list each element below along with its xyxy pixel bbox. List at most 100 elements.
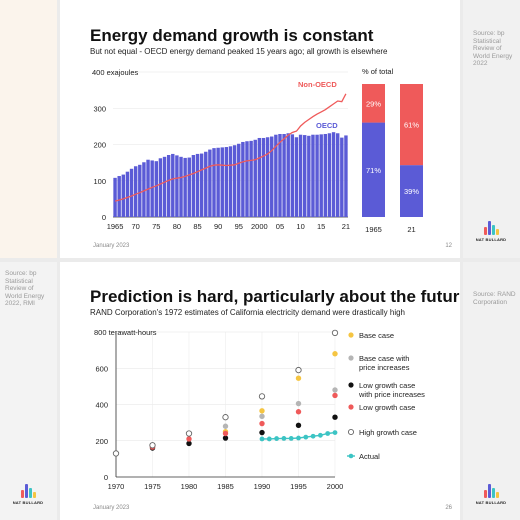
prediction-point	[259, 420, 265, 427]
oecd-bar	[294, 137, 299, 217]
share-chart: % of total 71% 29% 1965 39% 61% 21	[362, 67, 423, 234]
oecd-bar	[270, 136, 274, 217]
oecd-bar	[228, 146, 233, 217]
slide2-page-number: 26	[445, 505, 452, 511]
x-tick-label: 1980	[181, 482, 198, 491]
actual-point	[259, 436, 265, 442]
prediction-point	[295, 422, 302, 429]
oecd-bar	[142, 162, 146, 217]
oecd-bar	[298, 134, 303, 217]
oecd-bar	[199, 153, 204, 217]
oecd-bar	[331, 132, 336, 217]
oecd-bar	[158, 158, 163, 217]
x-tick-label: 80	[173, 222, 181, 231]
oecd-bar	[113, 177, 117, 217]
x-tick-label: 10	[296, 222, 304, 231]
x-tick-label: 70	[132, 222, 140, 231]
actual-point	[266, 436, 272, 442]
x-tick-label: 21	[342, 222, 350, 231]
share-non-oecd-label: 29%	[366, 99, 381, 108]
slide1: Energy demand growth is constant But not…	[60, 0, 460, 258]
x-tick-label: 1975	[144, 482, 161, 491]
oecd-bar	[179, 156, 183, 217]
oecd-bar	[302, 135, 307, 217]
oecd-bar	[150, 160, 154, 217]
slide1-logo: NAT BULLARD	[471, 221, 511, 242]
prediction-point	[295, 366, 302, 374]
legend-label: High growth case	[359, 428, 417, 437]
slide2-left-margin: Source: bp Statistical Review of World E…	[0, 262, 57, 520]
oecd-bar	[133, 166, 138, 217]
logo-bars-icon	[471, 221, 511, 235]
oecd-bar	[232, 145, 237, 217]
slide2-right-margin: Source: RAND Corporation NAT BULLARD	[463, 262, 520, 520]
energy-chart: 0 100 200 300 400 exajoules 1965 70 75 80 85 90 95 2…	[92, 67, 423, 234]
share-oecd-label: 39%	[404, 187, 419, 196]
y-tick-label: 0	[102, 213, 106, 222]
slide2-footer-date: January 2023	[93, 505, 130, 511]
legend-label: price increases	[359, 363, 410, 372]
legend-label: with price increases	[358, 390, 425, 399]
share-non-oecd-bar	[400, 84, 423, 166]
energy-chart-axes: 0 100 200 300 400 exajoules 1965 70 75 80 85 90 95 2…	[92, 68, 350, 231]
prediction-point	[259, 413, 265, 419]
y-tick-label: 200	[95, 437, 108, 446]
slide2-subtitle: RAND Corporation's 1972 estimates of Cal…	[90, 308, 405, 317]
legend-marker	[348, 332, 354, 338]
share-non-oecd-label: 61%	[404, 121, 419, 130]
oecd-bar	[319, 134, 323, 217]
prediction-point	[186, 436, 192, 442]
x-tick-label: 2000	[327, 482, 344, 491]
x-tick-label: 05	[276, 222, 284, 231]
slide1-right-margin: Source: bp Statistical Review of World E…	[463, 0, 520, 258]
oecd-bar	[224, 147, 229, 217]
slide1-left-margin	[0, 0, 57, 258]
oecd-bar	[340, 137, 344, 217]
oecd-bar	[146, 159, 150, 217]
oecd-bar	[344, 135, 348, 217]
oecd-bar	[282, 133, 286, 217]
oecd-bar	[290, 134, 295, 217]
prediction-point	[258, 393, 266, 400]
x-tick-label: 1970	[108, 482, 125, 491]
oecd-bar	[245, 141, 249, 217]
oecd-bar	[195, 153, 200, 217]
oecd-bar	[274, 134, 278, 217]
logo-name: NAT BULLARD	[12, 500, 44, 505]
non-oecd-line-group: Non-OECD	[114, 80, 347, 202]
logo-bars-icon	[471, 484, 511, 498]
legend-label: Low growth case	[359, 403, 415, 412]
y-tick-label: 100	[93, 177, 106, 186]
oecd-bar	[204, 151, 208, 217]
actual-point	[310, 433, 316, 439]
oecd-bar	[220, 147, 224, 217]
oecd-bar	[216, 147, 220, 217]
oecd-bar	[265, 137, 270, 217]
oecd-bar	[286, 133, 290, 217]
prediction-point	[222, 423, 229, 429]
oecd-bar	[253, 139, 257, 217]
oecd-bar	[208, 149, 212, 217]
x-tick-label: 1965	[107, 222, 124, 231]
x-tick-label: 90	[214, 222, 222, 231]
prediction-point	[295, 409, 302, 415]
legend-label: Low growth case	[359, 381, 415, 390]
oecd-bar	[121, 174, 126, 217]
y-tick-label: 400 exajoules	[92, 68, 139, 77]
oecd-bar	[327, 133, 332, 217]
prediction-point	[332, 392, 338, 399]
x-tick-label: 1995	[290, 482, 307, 491]
prediction-point	[332, 414, 338, 420]
actual-point	[332, 430, 338, 435]
share-category-label: 21	[407, 225, 415, 234]
logo-name: NAT BULLARD	[475, 500, 507, 505]
legend-label: Actual	[359, 452, 380, 461]
prediction-point	[222, 430, 229, 437]
prediction-point	[149, 442, 156, 449]
california-demand-chart: 0 200 400 600 800 terawatt-hours 1970 1975 1980…	[94, 328, 425, 491]
prediction-point	[331, 329, 339, 337]
share-oecd-bar	[362, 122, 385, 217]
prediction-point	[259, 408, 265, 414]
non-oecd-annotation: Non-OECD	[298, 80, 337, 89]
legend-actual-marker	[348, 453, 354, 459]
